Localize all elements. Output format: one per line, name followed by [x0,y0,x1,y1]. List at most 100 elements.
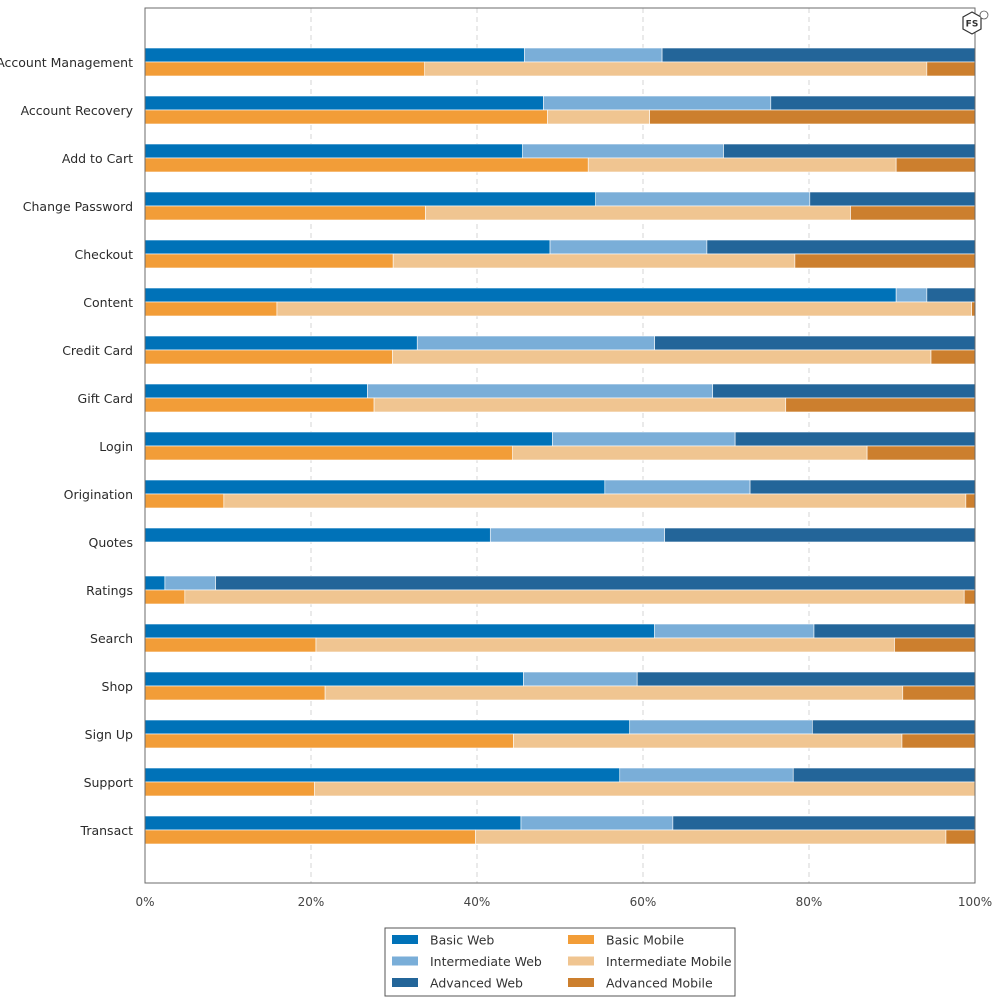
bar-segment-intermediate-web [895,287,928,303]
bar-segment-basic-mobile [144,157,589,173]
bar-segment-intermediate-web [367,383,714,399]
bar-segment-intermediate-mobile [512,445,868,461]
category-label: Gift Card [78,391,133,406]
bar-segment-advanced-mobile [945,829,976,845]
bar-segment-advanced-web [215,575,976,591]
bar-segment-intermediate-mobile [184,589,965,605]
x-axis-tick-labels: 0% 20% 40% 60% 80% 100% [135,895,992,909]
bar-segment-basic-mobile [144,829,476,845]
category-label: Add to Cart [62,151,133,166]
bar-segment-basic-mobile [144,205,426,221]
bar-segment-intermediate-web [629,719,813,735]
x-tick-label: 20% [298,895,325,909]
bar-segment-intermediate-web [552,431,736,447]
logo-text: FS [966,20,979,30]
bar-segment-intermediate-mobile [547,109,650,125]
bar-segment-advanced-web [926,287,976,303]
legend-swatch [392,978,418,987]
bar-segment-basic-web [144,47,525,63]
bar-segment-basic-web [144,671,524,687]
legend-box [384,927,736,997]
bar-segment-advanced-web [636,671,976,687]
bar-segment-advanced-web [809,191,976,207]
bar-segment-advanced-web [770,95,976,111]
bar-segment-intermediate-web [489,527,665,543]
bar-segment-advanced-mobile [785,397,976,413]
bar-segment-basic-mobile [144,637,317,653]
bar-segment-advanced-mobile [866,445,976,461]
category-label: Change Password [23,199,133,214]
category-label: Account Management [0,55,133,70]
x-tick-label: 80% [796,895,823,909]
bar-segment-advanced-mobile [930,349,976,365]
bar-segment-basic-mobile [144,109,548,125]
bar-segment-intermediate-mobile [373,397,787,413]
bar-segment-advanced-web [792,767,976,783]
bar-segment-advanced-web [664,527,976,543]
bar-segment-advanced-mobile [902,685,976,701]
legend-swatch [392,935,418,944]
bar-segment-basic-web [144,143,523,159]
legend-swatch [392,956,418,966]
bar-segment-intermediate-web [549,239,708,255]
bar-segment-intermediate-web [654,623,815,639]
bar-segment-basic-web [144,719,631,735]
bar-segment-basic-web [144,191,596,207]
category-label: Ratings [86,583,133,598]
bar-segment-intermediate-mobile [425,205,851,221]
bar-segment-advanced-mobile [963,589,976,605]
bar-segment-intermediate-mobile [314,781,976,797]
bar-segment-basic-web [144,623,655,639]
bar-segment-basic-mobile [144,445,513,461]
bar-segment-advanced-mobile [901,733,976,749]
bar-segment-basic-mobile [144,589,186,605]
bar-segment-basic-web [144,575,166,591]
bars [144,47,976,845]
bar-segment-intermediate-web [523,671,638,687]
bar-segment-advanced-mobile [850,205,976,221]
category-label: Origination [64,487,133,502]
bar-segment-intermediate-mobile [392,253,796,269]
legend-label: Basic Mobile [606,933,684,948]
category-label: Login [99,439,133,454]
bar-segment-basic-mobile [144,493,225,509]
bar-segment-advanced-web [749,479,976,495]
bar-segment-advanced-web [734,431,976,447]
bar-segment-basic-mobile [144,301,278,317]
legend-swatch [568,956,594,966]
bar-segment-basic-web [144,767,621,783]
category-label: Quotes [88,535,133,550]
bar-segment-advanced-web [723,143,976,159]
bar-segment-advanced-mobile [649,109,976,125]
category-label: Content [83,295,133,310]
bar-segment-basic-web [144,335,418,351]
bar-segment-intermediate-web [619,767,794,783]
bar-segment-basic-web [144,431,553,447]
category-label: Sign Up [85,727,133,742]
bar-segment-advanced-web [812,719,976,735]
bar-segment-basic-web [144,239,551,255]
bar-segment-basic-web [144,95,544,111]
bar-segment-advanced-mobile [794,253,976,269]
bar-segment-basic-web [144,479,606,495]
bar-segment-basic-web [144,383,368,399]
bar-segment-advanced-web [813,623,976,639]
category-label: Support [84,775,134,790]
bar-segment-intermediate-web [522,143,724,159]
bar-segment-basic-mobile [144,349,393,365]
x-tick-label: 40% [464,895,491,909]
bar-segment-intermediate-web [595,191,811,207]
bar-segment-intermediate-mobile [513,733,903,749]
legend-label: Advanced Web [430,976,523,991]
bar-segment-advanced-web [661,47,976,63]
category-label: Shop [102,679,134,694]
bar-segment-basic-web [144,527,491,543]
legend-label: Basic Web [430,933,494,948]
bar-segment-basic-web [144,287,897,303]
bar-segment-basic-mobile [144,733,514,749]
bar-segment-advanced-web [706,239,976,255]
bar-segment-intermediate-mobile [276,301,972,317]
bar-segment-basic-mobile [144,781,315,797]
legend: Basic Web Intermediate Web Advanced Web Bas… [384,927,736,997]
bar-segment-basic-mobile [144,253,394,269]
